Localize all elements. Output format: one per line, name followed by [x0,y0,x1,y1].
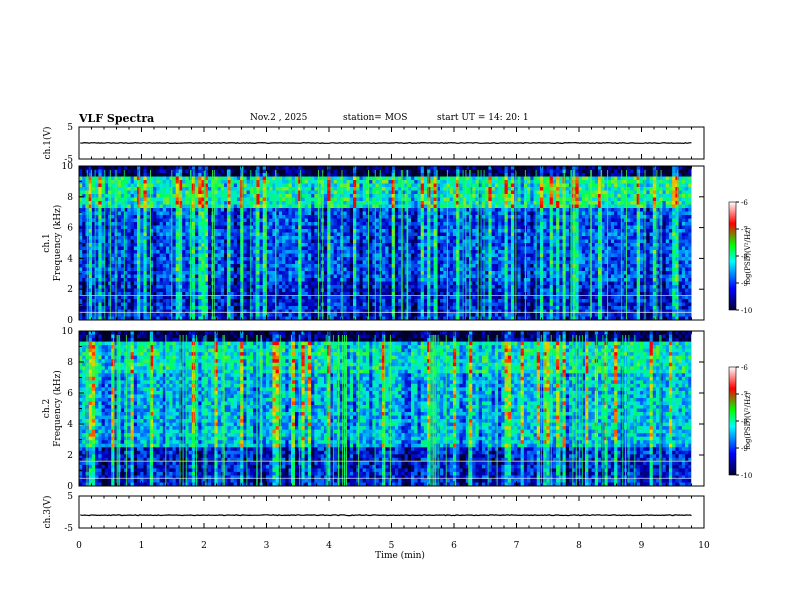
ch2-spectrogram-colorbar-label: log(PSD)(V²/Hz) [744,392,752,449]
ch1-spectrogram-colorbar-tick: -10 [741,307,752,315]
ch2-spectrogram-channel-label: ch.2 [42,399,52,418]
ch2-spectrogram-colorbar-tick: -10 [741,472,752,480]
ch1-spectrogram-image [79,166,704,321]
xtick-label: 6 [451,541,457,551]
ch2-spectrogram-image [79,331,704,487]
ch1-spectrogram-ytick-label: 2 [67,285,73,295]
xtick-label: 10 [698,541,710,551]
ch2-spectrogram-ytick-label: 10 [62,327,74,337]
ch2-spectrogram-colorbar-tick: -9 [741,445,748,453]
ch1-spectrogram-ylabel: Frequency (kHz) [52,205,63,282]
ch1-spectrogram-colorbar-tick: -7 [741,226,748,234]
ch2-spectrogram-colorbar-tick: -6 [741,364,748,372]
xtick-label: 1 [139,541,145,551]
ch3-voltage-ytick-label: -5 [64,524,73,534]
ch1-voltage-ytick-label: 5 [67,123,73,133]
ch3-voltage-trace [80,514,692,517]
ch1-spectrogram-colorbar-tick: -9 [741,280,748,288]
station-label: station= MOS [343,113,408,123]
ch2-spectrogram-colorbar-tick: -7 [741,391,748,399]
chart-title: VLF Spectra [79,112,155,125]
xtick-label: 2 [201,541,207,551]
ch2-spectrogram-colorbar-tick: -8 [741,418,748,426]
ch1-spectrogram-ytick-label: 6 [67,224,73,234]
ch3-voltage-ylabel: ch.3(V) [42,496,53,529]
ch2-spectrogram-ytick-label: 2 [67,451,73,461]
ch1-voltage-ytick-label: -5 [64,155,73,165]
xtick-label: 7 [514,541,520,551]
xtick-label: 8 [576,541,582,551]
ch2-spectrogram-ytick-label: 6 [67,389,73,399]
ch3-voltage-ytick-label: 5 [67,492,73,502]
ch1-spectrogram-ytick-label: 4 [67,254,73,264]
ch1-spectrogram-ytick-label: 8 [67,193,73,203]
xtick-label: 4 [326,541,332,551]
ch2-spectrogram-ytick-label: 4 [67,420,73,430]
ch1-voltage-ylabel: ch.1(V) [42,127,53,160]
start-time-label: start UT = 14: 20: 1 [437,113,529,123]
xtick-label: 3 [264,541,270,551]
ch1-voltage-trace [80,141,692,145]
ch1-spectrogram-colorbar [728,201,737,311]
ch1-spectrogram-ytick-label: 10 [62,162,74,172]
xtick-label: 9 [639,541,645,551]
ch1-spectrogram-ytick-label: 0 [67,316,73,326]
date-label: Nov.2 , 2025 [250,113,308,123]
ch1-spectrogram-colorbar-tick: -6 [741,199,748,207]
ch1-spectrogram-colorbar-tick: -8 [741,253,748,261]
xaxis-label: Time (min) [375,550,425,561]
ch1-spectrogram-channel-label: ch.1 [42,233,52,252]
ch2-spectrogram-colorbar [728,366,737,476]
ch2-spectrogram-ylabel: Frequency (kHz) [52,370,63,447]
ch2-spectrogram-ytick-label: 0 [67,482,73,492]
ch2-spectrogram-ytick-label: 8 [67,358,73,368]
xtick-label: 5 [389,541,395,551]
ch1-spectrogram-colorbar-label: log(PSD)(V²/Hz) [744,227,752,284]
xtick-label: 0 [76,541,82,551]
